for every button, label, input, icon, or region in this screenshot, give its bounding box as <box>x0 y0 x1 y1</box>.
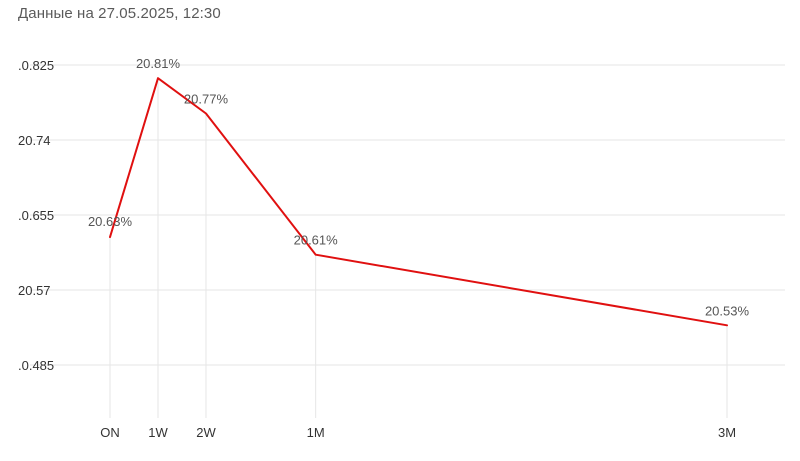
data-label: 20.81% <box>136 56 181 71</box>
x-tick-label: 2W <box>196 425 216 440</box>
y-tick-label: .0.485 <box>18 358 54 373</box>
y-tick-label: 20.74 <box>18 133 51 148</box>
data-label: 20.53% <box>705 303 750 318</box>
x-tick-label: ON <box>100 425 120 440</box>
x-tick-label: 1W <box>148 425 168 440</box>
data-timestamp-header: Данные на 27.05.2025, 12:30 <box>18 5 221 22</box>
y-tick-label: 20.57 <box>18 283 51 298</box>
grid-lines <box>30 64 785 366</box>
x-drop-lines <box>109 78 728 418</box>
data-label: 20.61% <box>294 233 339 248</box>
x-tick-label: 3M <box>718 425 736 440</box>
data-label: 20.63% <box>88 214 133 229</box>
series-line <box>109 77 728 327</box>
y-axis-ticks: .0.825 20.74 .0.655 20.57 .0.485 <box>18 58 54 373</box>
data-labels: 20.63% 20.81% 20.77% 20.61% 20.53% <box>88 56 750 318</box>
y-tick-label: .0.655 <box>18 208 54 223</box>
series-group <box>109 77 728 327</box>
x-axis-ticks: ON 1W 2W 1M 3M <box>100 425 736 440</box>
x-tick-label: 1M <box>307 425 325 440</box>
data-label: 20.77% <box>184 92 229 107</box>
y-tick-label: .0.825 <box>18 58 54 73</box>
